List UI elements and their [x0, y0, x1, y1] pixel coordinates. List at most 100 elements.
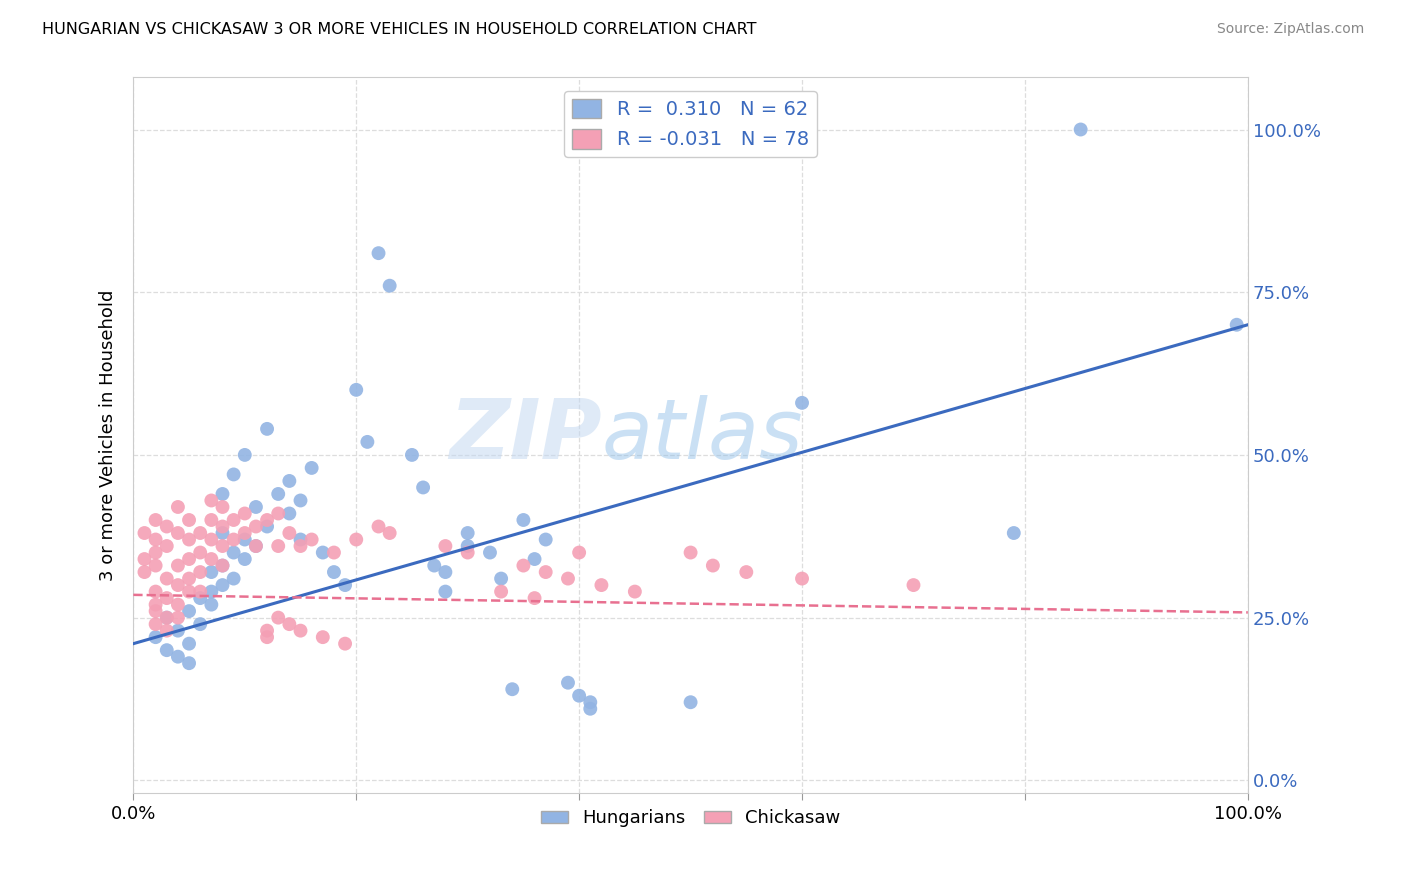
Point	[557, 675, 579, 690]
Point	[278, 507, 301, 521]
Point	[188, 584, 211, 599]
Point	[211, 558, 233, 573]
Point	[145, 630, 167, 644]
Point	[489, 584, 512, 599]
Point	[233, 526, 256, 541]
Point	[378, 278, 401, 293]
Point	[145, 558, 167, 573]
Point	[211, 500, 233, 514]
Point	[501, 682, 523, 697]
Point	[256, 519, 278, 533]
Point	[188, 526, 211, 541]
Point	[200, 533, 222, 547]
Point	[256, 630, 278, 644]
Point	[156, 643, 179, 657]
Point	[211, 487, 233, 501]
Point	[256, 422, 278, 436]
Point	[534, 565, 557, 579]
Point	[188, 617, 211, 632]
Point	[323, 545, 346, 559]
Point	[579, 695, 602, 709]
Point	[167, 649, 190, 664]
Point	[222, 545, 245, 559]
Point	[568, 545, 591, 559]
Point	[156, 610, 179, 624]
Point	[145, 604, 167, 618]
Point	[177, 656, 200, 670]
Point	[211, 558, 233, 573]
Point	[188, 545, 211, 559]
Point	[367, 246, 389, 260]
Point	[211, 539, 233, 553]
Point	[278, 474, 301, 488]
Point	[312, 630, 335, 644]
Point	[312, 545, 335, 559]
Point	[156, 591, 179, 606]
Point	[423, 558, 446, 573]
Point	[200, 513, 222, 527]
Point	[301, 533, 323, 547]
Point	[145, 533, 167, 547]
Point	[512, 513, 534, 527]
Point	[378, 526, 401, 541]
Point	[188, 591, 211, 606]
Point	[156, 610, 179, 624]
Point	[323, 565, 346, 579]
Point	[200, 493, 222, 508]
Point	[478, 545, 501, 559]
Point	[145, 598, 167, 612]
Point	[333, 578, 356, 592]
Point	[200, 598, 222, 612]
Point	[356, 434, 378, 449]
Point	[290, 624, 312, 638]
Point	[177, 637, 200, 651]
Point	[434, 539, 457, 553]
Point	[200, 584, 222, 599]
Point	[523, 591, 546, 606]
Point	[344, 533, 367, 547]
Point	[401, 448, 423, 462]
Point	[256, 624, 278, 638]
Point	[177, 533, 200, 547]
Point	[278, 526, 301, 541]
Text: ZIP: ZIP	[449, 395, 602, 476]
Legend: Hungarians, Chickasaw: Hungarians, Chickasaw	[533, 802, 848, 834]
Point	[457, 526, 479, 541]
Point	[134, 526, 156, 541]
Point	[167, 526, 190, 541]
Point	[233, 533, 256, 547]
Point	[156, 539, 179, 553]
Point	[222, 533, 245, 547]
Point	[177, 604, 200, 618]
Point	[134, 565, 156, 579]
Text: atlas: atlas	[602, 395, 803, 476]
Point	[735, 565, 758, 579]
Point	[278, 617, 301, 632]
Point	[267, 507, 290, 521]
Point	[211, 578, 233, 592]
Point	[156, 572, 179, 586]
Point	[679, 695, 702, 709]
Point	[267, 487, 290, 501]
Point	[211, 519, 233, 533]
Point	[290, 533, 312, 547]
Point	[245, 539, 267, 553]
Point	[267, 610, 290, 624]
Point	[177, 513, 200, 527]
Point	[333, 637, 356, 651]
Point	[156, 624, 179, 638]
Y-axis label: 3 or more Vehicles in Household: 3 or more Vehicles in Household	[100, 290, 117, 581]
Point	[412, 480, 434, 494]
Point	[1070, 122, 1092, 136]
Point	[167, 610, 190, 624]
Point	[457, 545, 479, 559]
Point	[290, 493, 312, 508]
Point	[301, 461, 323, 475]
Point	[167, 578, 190, 592]
Point	[145, 617, 167, 632]
Point	[489, 572, 512, 586]
Point	[167, 500, 190, 514]
Point	[579, 702, 602, 716]
Point	[134, 552, 156, 566]
Point	[245, 500, 267, 514]
